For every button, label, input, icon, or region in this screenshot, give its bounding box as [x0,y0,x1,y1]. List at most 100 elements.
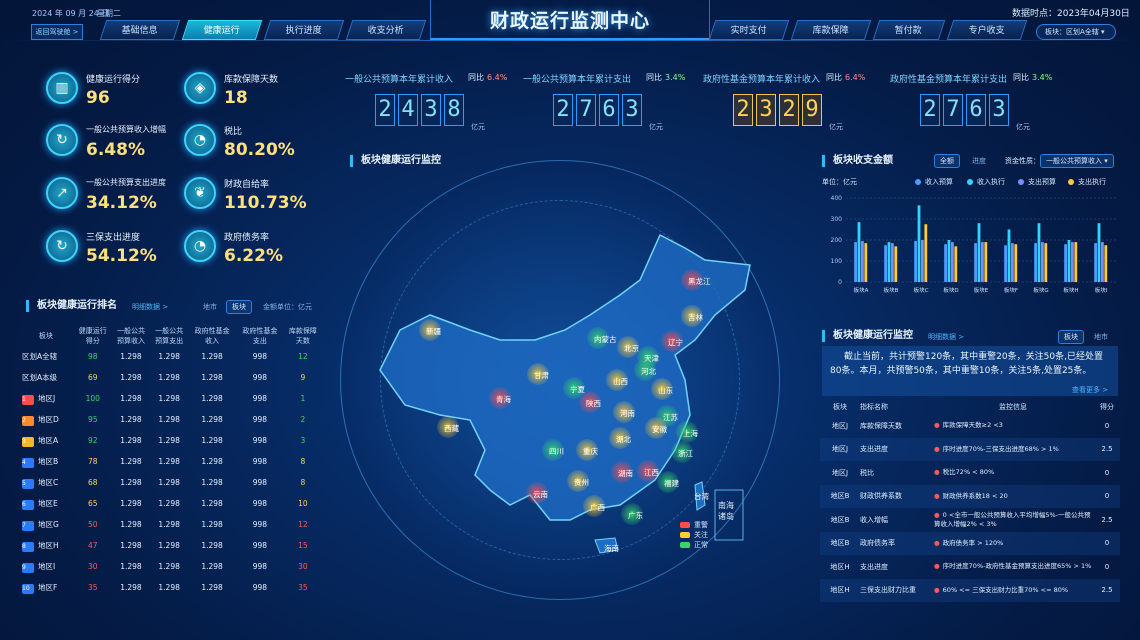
col-header[interactable]: 政府性基金 支出 [242,327,278,345]
chart-bar[interactable] [947,240,951,282]
tab-temp-payment[interactable]: 暂付款 [872,20,946,40]
chart-bar[interactable] [1044,243,1048,282]
chart-bar[interactable] [864,243,868,282]
province-marker[interactable] [419,319,441,341]
table-row[interactable]: 9 地区I 30 1.298 1.298 1.298 998 30 [18,556,322,577]
chart-bar[interactable] [1071,242,1074,282]
province-marker[interactable] [579,391,601,413]
monitor-row[interactable]: 地区B财政供养系数财政供养系数18 < 200 [820,484,1120,508]
ranking-toggle-city[interactable]: 地市 [203,303,217,311]
btn-amount[interactable]: 全额 [934,154,960,168]
table-row[interactable]: 1 地区J 100 1.298 1.298 1.298 998 1 [18,388,322,409]
col-header[interactable]: 健康运行 得分 [78,327,107,345]
fund-select[interactable]: 一般公共预算收入 ▾ [1040,154,1114,168]
province-marker[interactable] [542,439,564,461]
btn-progress[interactable]: 进度 [972,157,986,165]
region-select[interactable]: 板块：区划A全辖 ▾ [1036,24,1116,40]
chart-bar[interactable] [974,243,977,282]
chart-bar[interactable] [1014,244,1018,282]
tab-health[interactable]: 健康运行 [181,20,263,40]
monitor-row[interactable]: 地区J支出进度序时进度70%-三保支出进度68% > 1%2.5 [820,437,1120,461]
table-row[interactable]: 区划A本级 69 1.298 1.298 1.298 998 9 [18,367,322,388]
province-marker[interactable] [671,441,693,463]
chart-bar[interactable] [1067,240,1071,282]
col-header[interactable]: 一般公共 预算支出 [155,327,184,345]
chart-bar[interactable] [1037,223,1041,282]
chart-bar[interactable] [884,245,887,282]
province-marker[interactable] [657,471,679,493]
monitor-detail-link[interactable]: 明细数据 > [928,333,965,341]
chart-bar[interactable] [857,222,861,282]
province-marker[interactable] [681,269,703,291]
table-row[interactable]: 5 地区C 68 1.298 1.298 1.298 998 8 [18,472,322,493]
chart-bar[interactable] [1064,244,1067,282]
monitor-row[interactable]: 地区H 支出进度 序时进度70%-政府性基金预算支出进度65% > 1% 0 [820,555,1120,579]
chart-bar[interactable] [861,241,864,282]
province-marker[interactable] [609,427,631,449]
chart-bar[interactable] [891,243,894,282]
province-marker[interactable] [576,439,598,461]
table-row[interactable]: 4 地区B 78 1.298 1.298 1.298 998 8 [18,451,322,472]
ranking-detail-link[interactable]: 明细数据 > [132,303,169,311]
province-marker[interactable] [651,378,673,400]
chart-bar[interactable] [1074,242,1078,282]
province-marker[interactable] [637,460,659,482]
chart-bar[interactable] [1101,242,1104,282]
chart-bar[interactable] [954,246,958,282]
province-marker[interactable] [621,503,643,525]
province-marker[interactable] [437,416,459,438]
province-marker[interactable] [617,336,639,358]
table-row[interactable]: 8 地区H 47 1.298 1.298 1.298 998 15 [18,535,322,556]
province-marker[interactable] [676,421,698,443]
table-row[interactable]: 3 地区A 92 1.298 1.298 1.298 998 3 [18,430,322,451]
table-row[interactable]: 区划A全辖 98 1.298 1.298 1.298 998 12 [18,346,322,367]
province-marker[interactable] [587,327,609,349]
province-marker[interactable] [681,305,703,327]
back-to-cockpit-button[interactable]: 返回驾驶舱 > [31,24,83,40]
chart-bar[interactable] [894,246,898,282]
province-marker[interactable] [661,330,683,352]
chart-bar[interactable] [951,242,954,282]
chart-bar[interactable] [977,223,981,282]
chart-bar[interactable] [1104,245,1108,282]
chart-bar[interactable] [887,242,891,282]
province-marker[interactable] [645,417,667,439]
province-marker[interactable] [526,482,548,504]
table-row[interactable]: 2 地区D 95 1.298 1.298 1.298 998 2 [18,409,322,430]
province-marker[interactable] [567,470,589,492]
table-row[interactable]: 6 地区E 65 1.298 1.298 1.298 998 10 [18,493,322,514]
table-row[interactable]: 10 地区F 35 1.298 1.298 1.298 998 35 [18,577,322,598]
chart-bar[interactable] [944,244,947,282]
province-marker[interactable] [634,359,656,381]
chart-bar[interactable] [1007,229,1011,283]
chart-bar[interactable] [1041,242,1044,282]
col-header[interactable]: 一般公共 预算收入 [116,327,145,345]
province-marker[interactable] [611,461,633,483]
chart-bar[interactable] [984,242,988,282]
tab-execution[interactable]: 执行进度 [263,20,345,40]
col-header[interactable]: 政府性基金 收入 [194,327,230,345]
province-marker[interactable] [489,387,511,409]
monitor-toggle-city[interactable]: 地市 [1094,333,1108,341]
monitor-row[interactable]: 地区J 税比 税比72% < 80% 0 [820,461,1120,485]
view-more-link[interactable]: 查看更多 > [1072,386,1109,394]
chart-bar[interactable] [854,242,857,282]
chart-bar[interactable] [1094,243,1097,282]
ranking-toggle-block[interactable]: 板块 [226,300,252,314]
chart-bar[interactable] [1011,243,1014,282]
monitor-row[interactable]: 地区B政府债务率政府债务率 > 120%0 [820,531,1120,555]
province-marker[interactable] [606,369,628,391]
tab-basic-info[interactable]: 基础信息 [99,20,181,40]
monitor-row[interactable]: 地区H三保支出财力比重60% <= 三保支出财力比重70% <= 80%2.5 [820,578,1120,602]
chart-bar[interactable] [1097,223,1101,282]
tab-treasury[interactable]: 库款保障 [790,20,872,40]
tab-special-account[interactable]: 专户收支 [946,20,1028,40]
col-header[interactable]: 库款保障 天数 [288,327,317,345]
monitor-row[interactable]: 地区B 收入增幅 0 <全市一般公共预算收入平均增幅5%-一般公共预算收入增幅2% … [820,508,1120,532]
chart-bar[interactable] [981,242,984,282]
chart-bar[interactable] [1004,245,1007,282]
monitor-toggle-block[interactable]: 板块 [1058,330,1084,344]
chart-bar[interactable] [917,205,921,282]
province-marker[interactable] [583,495,605,517]
monitor-row[interactable]: 地区J 库款保障天数 库款保障天数≥2 <3 0 [820,414,1120,438]
